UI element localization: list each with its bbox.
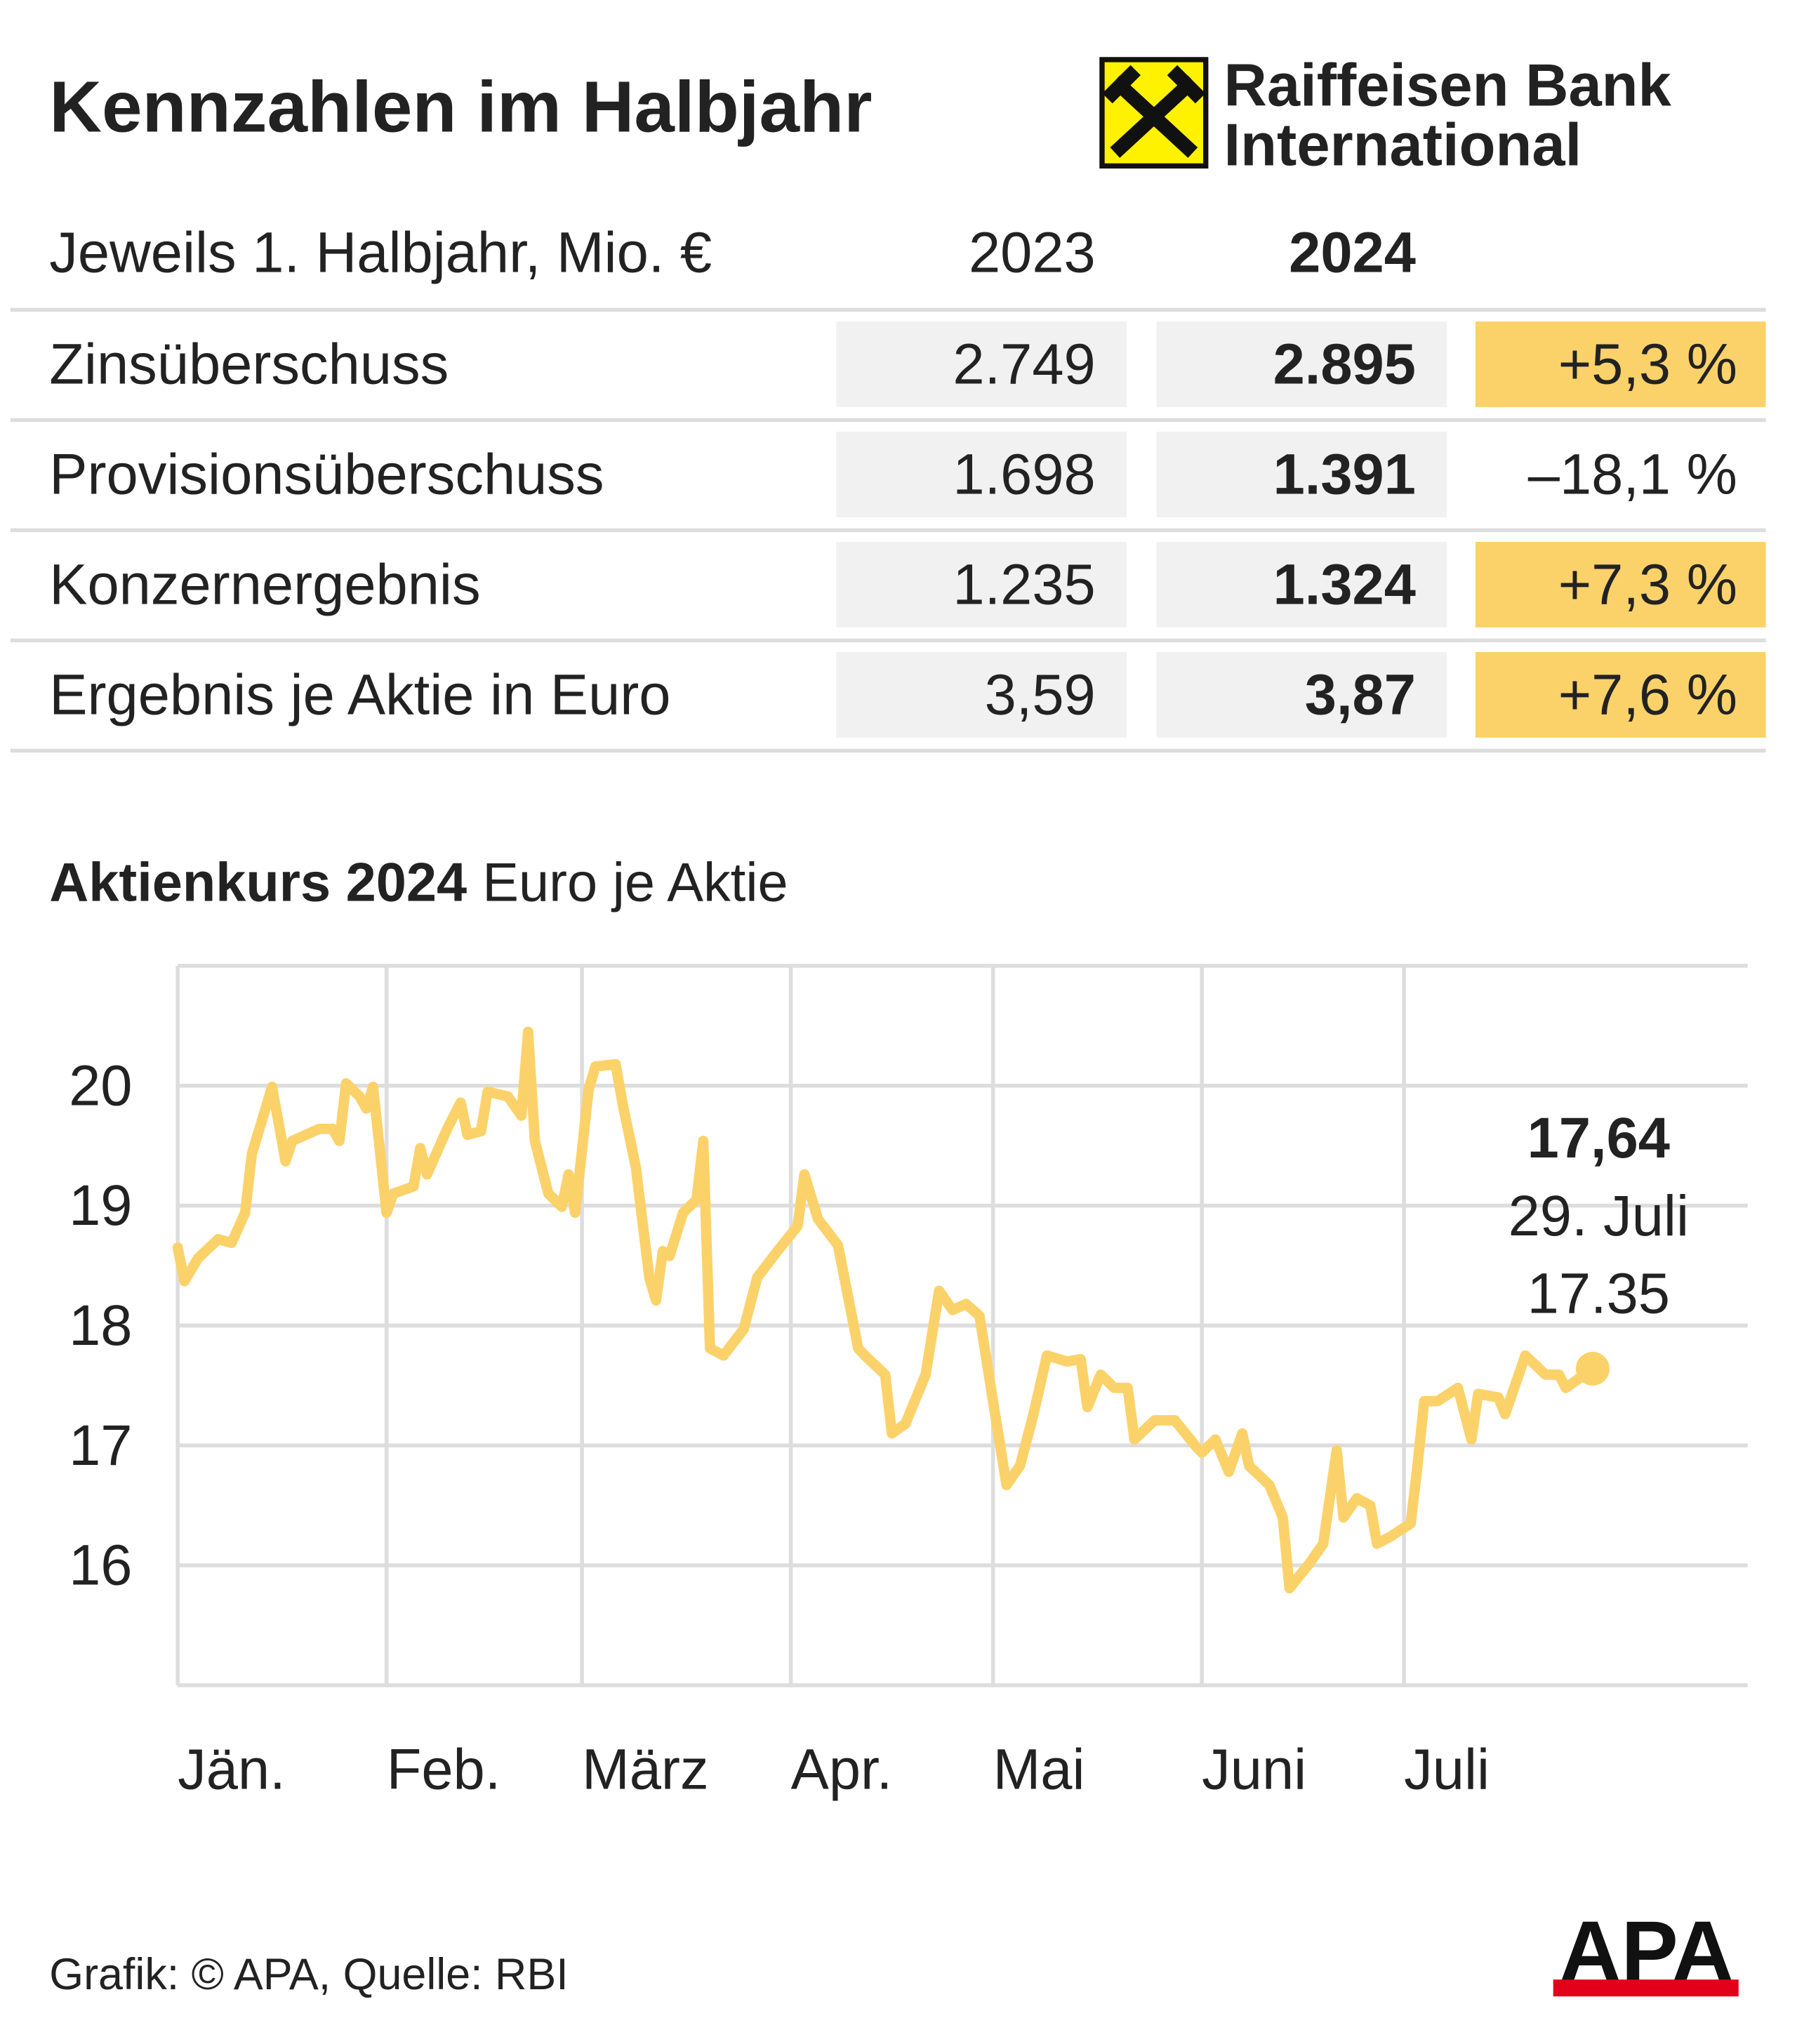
cell-background (1475, 651, 1766, 738)
chart: 16 17 18 19 20 Jän. Feb. März Apr. Mai Juni Juli 17,… (69, 964, 1748, 1802)
change-cell: +7,3 % (1558, 552, 1737, 616)
column-header: Jeweils 1. Halbjahr, Mio. € (49, 221, 712, 285)
x-tick-label: Mai (993, 1738, 1085, 1802)
x-tick-label: Apr. (791, 1738, 893, 1802)
y-tick-label: 20 (69, 1054, 132, 1117)
row-label: Zinsüberschuss (49, 332, 449, 396)
cell-background (1156, 541, 1447, 628)
logo-gables (1102, 65, 1206, 158)
cell-background (1475, 541, 1766, 628)
column-header: 2023 (969, 221, 1096, 285)
x-tick-label: Jän. (178, 1738, 286, 1802)
value-cell: 3,87 (1305, 663, 1416, 726)
title: Kennzahlen im Halbjahr (49, 65, 872, 147)
x-tick-label: Juni (1202, 1738, 1306, 1802)
last-point (1575, 1351, 1610, 1386)
value-cell: 2.895 (1273, 332, 1416, 396)
table: Jeweils 1. Halbjahr, Mio. € 2023 2024 Zinsü… (10, 221, 1766, 753)
y-tick-label: 17 (69, 1414, 132, 1478)
change-cell: –18,1 % (1528, 442, 1737, 506)
row-label: Provisionsüberschuss (49, 442, 604, 506)
logo-text: Raiffeisen Bank (1224, 52, 1672, 119)
cell-background (1156, 321, 1447, 407)
chart-subtitle: Euro je Aktie (482, 853, 788, 913)
price-line (172, 1026, 1598, 1594)
row-label: Konzernergebnis (49, 552, 480, 616)
cell-background (836, 432, 1127, 517)
annotation: 17,64 (1527, 1106, 1670, 1170)
change-cell: +5,3 % (1558, 332, 1737, 396)
cell-background (836, 651, 1127, 738)
apa-logo-bar (1553, 1979, 1739, 1997)
rbi-logo (1099, 57, 1209, 169)
annotation: 29. Juli (1508, 1184, 1689, 1248)
change-cell: +7,6 % (1558, 663, 1737, 726)
y-tick-label: 16 (69, 1534, 132, 1598)
value-cell: 2.749 (953, 332, 1095, 396)
x-tick-label: Juli (1404, 1738, 1490, 1802)
y-tick-label: 18 (69, 1294, 132, 1358)
x-tick-label: März (582, 1738, 709, 1802)
cell-background (1156, 651, 1447, 738)
y-tick-label: 19 (69, 1174, 132, 1237)
cell-background (836, 321, 1127, 407)
logo-text: International (1224, 112, 1582, 178)
value-cell: 3,59 (985, 663, 1096, 726)
value-cell: 1.698 (953, 442, 1095, 506)
column-header: 2024 (1289, 221, 1416, 285)
cell-background (836, 541, 1127, 628)
value-cell: 1.324 (1273, 552, 1416, 616)
x-tick-label: Feb. (387, 1738, 501, 1802)
cell-background (1475, 321, 1766, 407)
chart-title: Aktienkurs 2024 Euro je Aktie (49, 853, 788, 913)
chart-title: Aktienkurs 2024 (49, 853, 467, 913)
row-label: Ergebnis je Aktie in Euro (49, 663, 670, 726)
source: Grafik: © APA, Quelle: RBI (49, 1950, 568, 1999)
value-cell: 1.235 (953, 552, 1095, 616)
annotation: 17.35 (1527, 1262, 1670, 1326)
value-cell: 1.391 (1273, 442, 1416, 506)
cell-background (1156, 432, 1447, 517)
